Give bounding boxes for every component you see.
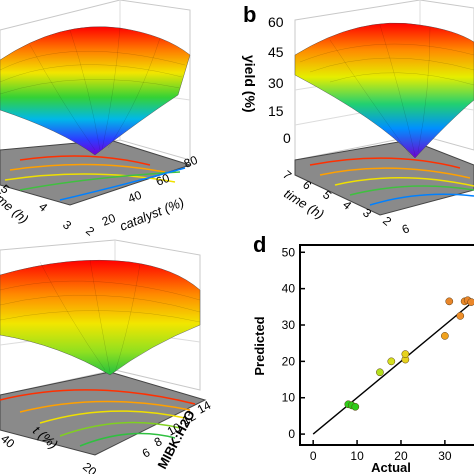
panel-c-ytick-2: 10 <box>165 420 184 439</box>
panel-d-xtick-label-0: 0 <box>310 449 317 463</box>
panel-c-floor-contours <box>0 389 196 447</box>
panel-b-ztick-0: 60 <box>268 14 284 30</box>
panel-d-point-4 <box>387 357 396 366</box>
panel-d-ytick-label-0: 0 <box>288 427 295 441</box>
panel-c-ytick-1: 12 <box>180 409 199 428</box>
panel-b-axis-y: 6 <box>400 221 412 237</box>
panel-a-surface-mesh <box>0 27 186 151</box>
panel-d-xtick-label-3: 30 <box>438 449 452 463</box>
panel-d-point-2 <box>351 402 360 411</box>
panel-d-scatter-chart: d 0 10 20 30 40 50 0 10 20 30 Predicted Actual <box>252 232 474 474</box>
panel-d-ytick-label-4: 40 <box>282 282 296 296</box>
panel-d-ytick-label-3: 30 <box>282 318 296 332</box>
panel-c-floor <box>0 371 207 456</box>
panel-a-xtick-3: 2 <box>83 224 97 239</box>
panel-b-xtick-4: 3 <box>360 206 374 221</box>
panel-d-points <box>344 296 474 411</box>
panel-a-surface <box>0 26 191 156</box>
panel-d-x-axis: 0 10 20 30 <box>310 440 452 463</box>
panel-d-fit-line <box>312 299 474 435</box>
panel-d-xtick-label-2: 20 <box>394 449 408 463</box>
panel-b-ztick-3: 15 <box>268 103 284 119</box>
panel-d-plot-frame <box>299 244 474 446</box>
panel-c-ytick-0: 14 <box>195 398 214 417</box>
panel-b-ztick-2: 30 <box>268 75 284 91</box>
panel-b-ztick-4: 0 <box>283 130 291 146</box>
panel-b-surface <box>294 22 474 159</box>
panel-a-ylabel: catalyst (%) <box>118 194 187 233</box>
panel-c-surface-chart: 40 20 t (%) 14 12 10 8 6 MIBK:H2O <box>0 239 214 474</box>
panel-b-surface-mesh <box>299 24 474 156</box>
panel-d-ytick-label-5: 50 <box>282 245 296 259</box>
panel-a-ytick-3: 80 <box>182 153 200 171</box>
panel-b-zlabel: yield (%) <box>242 55 258 113</box>
panel-b-ztick-1: 45 <box>268 44 284 60</box>
panel-b-ytick-0: 6 <box>400 221 412 237</box>
panel-b-xtick-5: 2 <box>380 214 394 229</box>
panel-d-xtick-label-1: 10 <box>350 449 364 463</box>
panel-a-xtick-1: 4 <box>36 200 50 215</box>
panel-d-ylabel: Predicted <box>252 316 267 375</box>
panel-a-xtick-2: 3 <box>60 218 74 233</box>
panel-a-floor-contours <box>4 155 186 201</box>
panel-a-ytick-1: 40 <box>126 188 144 206</box>
panel-d-letter: d <box>253 232 266 257</box>
panel-d-ytick-label-2: 20 <box>282 354 296 368</box>
panel-d-point-9 <box>456 312 465 320</box>
panel-d-point-7 <box>441 332 449 340</box>
panel-d-ytick-label-1: 10 <box>282 391 296 405</box>
panel-a-surface-chart: 5 4 3 2 time (h) 20 40 60 80 catalyst (%… <box>0 0 200 239</box>
panel-c-xtick-0: 40 <box>0 432 18 452</box>
panel-b-xtick-3: 4 <box>340 198 354 213</box>
panel-b-floor-contours <box>309 157 474 206</box>
panel-d-point-6 <box>401 350 410 358</box>
panel-a-ytick-2: 60 <box>154 171 172 189</box>
panel-d-point-8 <box>445 297 454 306</box>
panel-c-surface <box>0 259 201 376</box>
panel-c-ytick-4: 6 <box>140 445 153 461</box>
panel-c-xtick-1: 20 <box>80 460 99 474</box>
panel-b-xtick-1: 6 <box>300 178 314 193</box>
panel-a-ytick-0: 20 <box>100 211 118 229</box>
panel-c-surface-mesh <box>0 259 201 373</box>
panel-b-letter: b <box>243 2 256 27</box>
panel-b-xtick-0: 7 <box>280 168 294 183</box>
panel-d-point-12 <box>467 298 474 306</box>
panel-d-point-3 <box>376 368 384 377</box>
panel-b-xtick-2: 5 <box>320 188 334 203</box>
panel-d-xlabel: Actual <box>371 460 411 474</box>
panel-b-axis-z: 60 45 30 15 0 yield (%) <box>242 14 291 146</box>
panel-d-y-axis: 0 10 20 30 40 50 <box>282 245 305 441</box>
panel-b-surface-chart: b <box>242 0 474 237</box>
